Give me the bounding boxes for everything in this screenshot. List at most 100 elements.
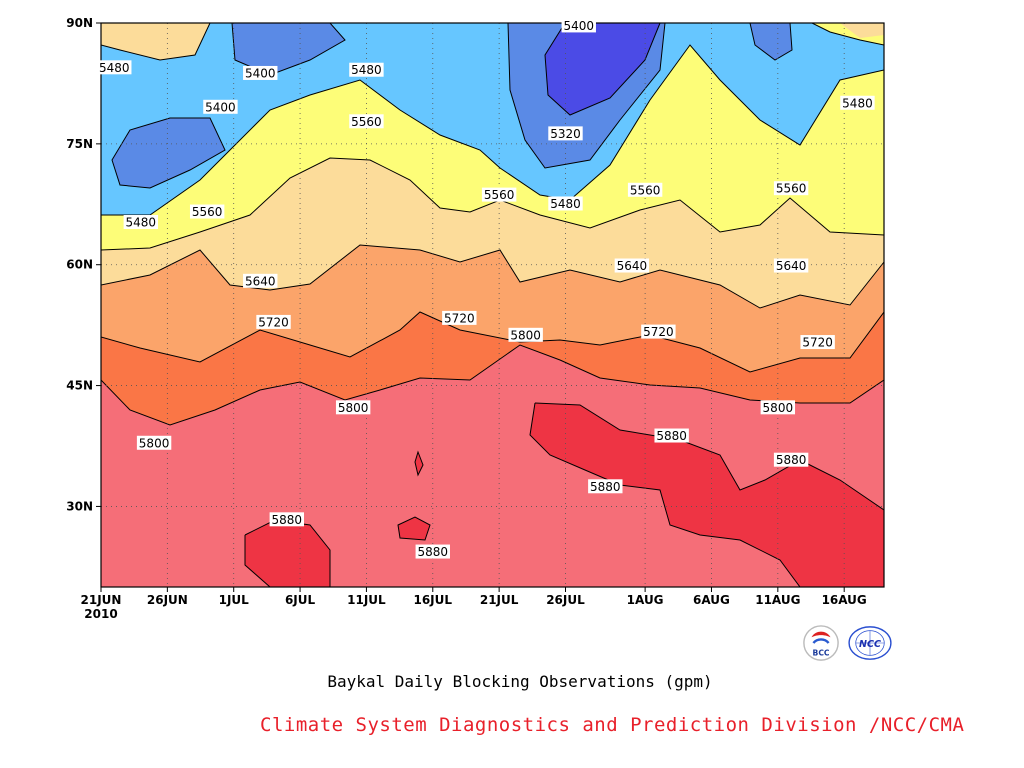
svg-text:5400: 5400	[245, 66, 276, 80]
svg-text:5560: 5560	[351, 115, 382, 129]
y-tick-label: 60N	[66, 258, 93, 272]
svg-text:5800: 5800	[510, 328, 541, 342]
svg-text:5400: 5400	[563, 19, 594, 33]
contour-label: 5800	[760, 400, 796, 415]
svg-text:5560: 5560	[630, 183, 661, 197]
contour-label: 5560	[627, 182, 663, 197]
band-5320-5400	[112, 118, 225, 188]
contour-label: 5400	[203, 99, 238, 114]
ncc-logo-text: NCC	[859, 639, 881, 650]
band-5400-5480	[101, 23, 884, 215]
svg-text:5800: 5800	[763, 401, 794, 415]
contour-label: 5320	[548, 126, 583, 141]
ncc-logo: NCC	[848, 626, 892, 660]
svg-text:5640: 5640	[245, 274, 276, 288]
svg-text:5640: 5640	[776, 259, 807, 273]
x-tick-label: 26JUL	[546, 593, 585, 607]
band-above-5880	[245, 520, 330, 587]
x-tick-label: 6AUG	[693, 593, 730, 607]
contour-label: 5800	[335, 400, 371, 415]
contour-label: 5720	[442, 310, 477, 325]
x-tick-label: 1AUG	[627, 593, 664, 607]
y-tick-label: 45N	[66, 379, 93, 393]
bcc-logo: BCC	[803, 625, 839, 661]
svg-text:5880: 5880	[656, 429, 687, 443]
x-tick-label: 11JUL	[347, 593, 386, 607]
svg-text:5800: 5800	[338, 401, 369, 415]
band-5320-5400	[232, 23, 345, 75]
svg-text:5480: 5480	[842, 96, 873, 110]
contour-label: 5640	[614, 258, 650, 273]
svg-text:5880: 5880	[272, 513, 303, 527]
svg-text:5560: 5560	[192, 205, 223, 219]
y-tick-label: 30N	[66, 499, 93, 513]
svg-text:5480: 5480	[351, 63, 382, 77]
svg-text:5480: 5480	[126, 216, 157, 230]
svg-text:5480: 5480	[550, 197, 581, 211]
svg-text:5800: 5800	[139, 436, 170, 450]
y-axis: 30N 45N 60N 75N 90N	[66, 16, 101, 513]
contour-label: 5880	[269, 512, 304, 527]
band-above-5880	[530, 403, 884, 587]
contour-label: 5640	[773, 258, 809, 273]
contour-label: 5720	[800, 335, 835, 350]
grid-lines	[101, 23, 884, 587]
x-tick-label: 16AUG	[822, 593, 867, 607]
svg-text:5480: 5480	[99, 61, 130, 75]
contour-label: 5400	[561, 18, 596, 33]
contour-label: 5640	[243, 273, 278, 288]
contour-label: 5560	[773, 181, 809, 196]
x-tick-label: 26JUN	[147, 593, 188, 607]
contour-label: 5720	[256, 314, 291, 329]
band-5560-5640	[840, 23, 884, 38]
contour-label: 5560	[481, 187, 517, 202]
x-tick-label: 11AUG	[755, 593, 800, 607]
svg-text:5720: 5720	[802, 336, 833, 350]
x-tick-label: 1JUL	[219, 593, 250, 607]
svg-text:5880: 5880	[418, 545, 449, 559]
contour-labels: 5400 5480 5400 5480 5400 5560 5320 5480 5560 5480…	[97, 18, 875, 559]
contour-label: 5480	[840, 95, 875, 110]
svg-text:5720: 5720	[444, 311, 475, 325]
contour-label: 5800	[508, 327, 543, 342]
svg-text:5720: 5720	[258, 315, 289, 329]
contour-label: 5480	[123, 215, 159, 230]
contour-label: 5480	[349, 62, 384, 77]
x-tick-label: 6JUL	[285, 593, 316, 607]
contour-label: 5880	[654, 428, 689, 443]
x-axis: 21JUN 26JUN 1JUL 6JUL 11JUL 16JUL 21JUL 26JUL 1A…	[81, 587, 867, 621]
svg-text:5720: 5720	[643, 325, 674, 339]
contour-line-layer	[101, 23, 884, 587]
bcc-logo-text: BCC	[813, 648, 830, 657]
svg-text:5640: 5640	[617, 259, 648, 273]
x-tick-label: 21JUN	[81, 593, 122, 607]
svg-text:5880: 5880	[776, 453, 807, 467]
plot-frame	[100, 22, 885, 588]
contour-label: 5880	[773, 452, 809, 467]
band-5560-5640	[101, 23, 210, 60]
y-tick-label: 75N	[66, 137, 93, 151]
contour-label: 5560	[189, 204, 225, 219]
x-tick-label: 21JUL	[480, 593, 519, 607]
svg-text:5560: 5560	[484, 188, 515, 202]
contour-label: 5480	[548, 196, 583, 211]
contour-label: 5800	[136, 435, 172, 450]
band-5320-5400	[750, 23, 792, 60]
svg-text:5400: 5400	[205, 100, 236, 114]
contour-label: 5400	[243, 65, 278, 80]
contour-label: 5880	[415, 544, 450, 559]
band-below-5320	[545, 23, 660, 115]
svg-text:5320: 5320	[550, 127, 581, 141]
contour-label: 5720	[641, 324, 676, 339]
contour-fill-layer	[101, 23, 884, 587]
svg-text:5880: 5880	[590, 480, 621, 494]
contour-label: 5480	[97, 60, 132, 75]
credit-line: Climate System Diagnostics and Predictio…	[260, 714, 965, 736]
band-above-5880	[398, 517, 430, 540]
svg-text:5560: 5560	[776, 182, 807, 196]
y-tick-label: 90N	[66, 16, 93, 30]
contour-label: 5880	[588, 479, 623, 494]
contour-label: 5560	[349, 114, 384, 129]
x-tick-label: 16JUL	[413, 593, 452, 607]
